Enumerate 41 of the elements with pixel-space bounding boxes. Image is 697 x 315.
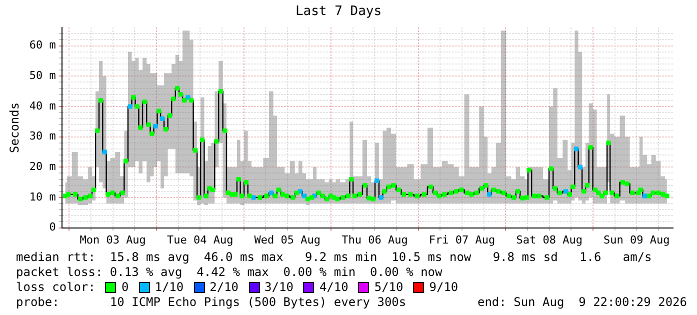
point — [302, 194, 307, 198]
legend-label: 5/10 — [374, 280, 404, 295]
point — [160, 116, 164, 121]
text: end: Sun Aug 9 22:00:29 2026 — [477, 295, 687, 310]
legend-label: 2/10 — [210, 280, 239, 295]
point — [128, 104, 132, 109]
point — [153, 124, 158, 128]
y-tick-label: 60 m — [29, 38, 56, 52]
x-tick-label: Thu 06 Aug — [342, 233, 408, 246]
legend-title: loss color: — [16, 280, 96, 295]
text: median rtt: 15.8 ms avg 46.0 ms max 9.2 ms min 10.5 ms now 9.8 ms sd 1.6 am/s — [16, 250, 653, 265]
legend-label: 3/10 — [264, 280, 294, 295]
point — [102, 150, 107, 154]
legend-label: 0 — [121, 280, 129, 295]
point — [642, 194, 648, 198]
legend-label: 9/10 — [429, 280, 458, 295]
x-tick-label: Wed 05 Aug — [254, 233, 321, 246]
y-axis-title: Seconds — [7, 102, 22, 153]
y-tick-label: 50 m — [29, 68, 56, 82]
x-tick-label: Tue 04 Aug — [167, 233, 234, 246]
x-tick-label: Fri 07 Aug — [428, 233, 496, 246]
y-tick-label: 20 m — [29, 160, 56, 173]
text: packet loss: 0.13 % avg 4.42 % max 0.00 % min 0.00 % now — [16, 265, 444, 280]
point — [378, 195, 384, 200]
point — [269, 190, 274, 196]
y-tick-label: 40 m — [29, 99, 56, 112]
point — [487, 192, 492, 197]
text: probe: 10 ICMP Echo Pings (500 Bytes) every 300s — [16, 295, 406, 310]
chart-title: Last 7 Days — [295, 4, 382, 20]
y-tick-label: 30 m — [29, 130, 56, 143]
point — [563, 189, 568, 194]
y-tick-label: 10 m — [29, 190, 56, 204]
point — [574, 146, 579, 152]
point — [374, 178, 380, 184]
legend-label: 4/10 — [319, 280, 348, 295]
legend-label: 1/10 — [154, 280, 184, 295]
point — [578, 164, 583, 170]
x-tick-label: Mon 03 Aug — [80, 233, 146, 246]
y-tick-label: 0 — [49, 220, 56, 234]
x-tick-label: Sat 08 Aug — [516, 233, 582, 246]
x-tick-label: Sun 09 Aug — [604, 233, 670, 246]
